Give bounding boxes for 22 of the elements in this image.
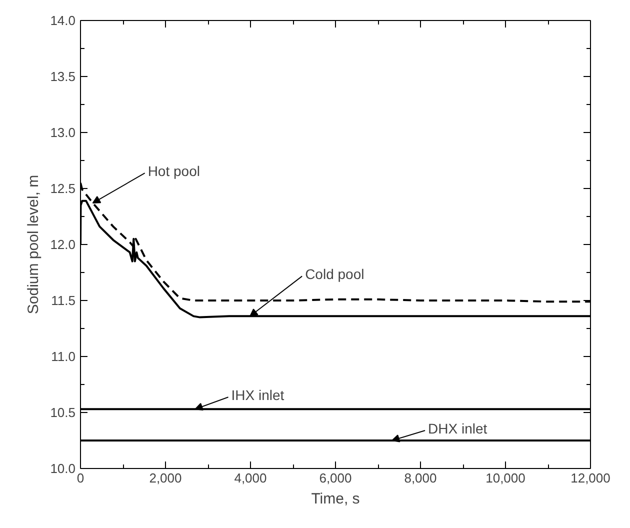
annotation: IHX inlet [231,387,284,404]
annotation: DHX inlet [428,420,488,436]
y-axis-title: Sodium pool level, m [25,174,42,314]
y-tick-label: 12.0 [50,237,76,252]
y-tick-label: 10.5 [50,405,76,420]
x-tick-label: 12,000 [570,470,610,486]
x-axis-title: Time, s [311,490,360,508]
y-tick-label: 12.5 [50,181,76,196]
y-tick-label: 10.0 [50,461,76,476]
y-tick-label: 13.5 [50,69,76,84]
y-tick-label: 11.5 [51,293,76,308]
x-tick-label: 4,000 [234,470,267,486]
y-tick-label: 14.0 [50,13,76,28]
annotation: Hot pool [148,163,200,180]
y-tick-label: 11.0 [51,349,76,364]
x-tick-label: 0 [76,470,84,486]
x-tick-label: 8,000 [404,470,437,486]
x-tick-label: 6,000 [319,470,352,486]
x-tick-label: 2,000 [149,470,182,486]
x-tick-label: 10,000 [486,470,526,486]
annotation: Cold pool [305,266,364,282]
y-tick-label: 13.0 [50,125,76,140]
